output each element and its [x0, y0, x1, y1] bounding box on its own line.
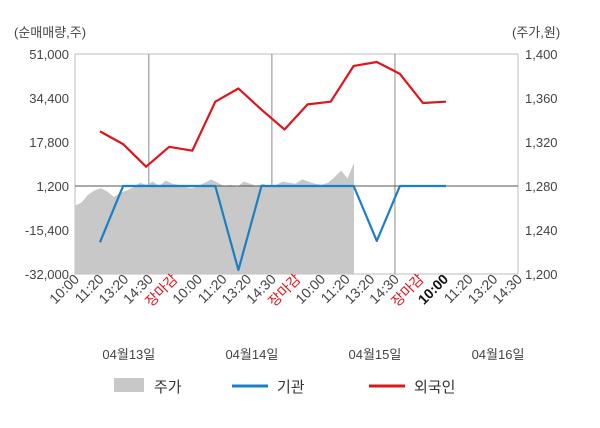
y-right-tick-label: 1,240 [525, 223, 558, 238]
y-left-tick-label: -15,400 [25, 223, 69, 238]
y-left-tick-label: 17,800 [29, 135, 69, 150]
legend-label: 외국인 [414, 379, 455, 396]
left-unit-label: (순매매량,주) [14, 25, 86, 40]
series-line-1 [98, 184, 446, 272]
plot-area: 51,000 34,400 17,800 1,200 -15,400 -32,000 1,4… [25, 47, 558, 362]
right-unit-label: (주가,원) [512, 25, 560, 40]
y-right-tick-label: 1,360 [525, 91, 558, 106]
legend-item: 주가 [114, 378, 182, 396]
day-label: 04월14일 [225, 347, 278, 362]
series-line-2 [99, 60, 447, 168]
legend: 주가 기관 외국인 [114, 378, 455, 396]
day-label: 04월15일 [349, 347, 402, 362]
day-label: 04월13일 [102, 347, 155, 362]
y-right-tick-label: 1,400 [525, 47, 558, 62]
legend-item: 외국인 [369, 379, 455, 396]
legend-swatch-box [114, 378, 144, 392]
y-left-tick-label: 51,000 [29, 47, 69, 62]
y-right-tick-label: 1,200 [525, 267, 558, 282]
y-left-tick-label: 34,400 [29, 91, 69, 106]
legend-label: 기관 [277, 379, 305, 396]
legend-label: 주가 [154, 379, 182, 396]
series-price-area [75, 162, 354, 274]
y-right-tick-label: 1,320 [525, 135, 558, 150]
day-label: 04월16일 [472, 347, 525, 362]
y-right-tick-label: 1,280 [525, 179, 558, 194]
y-left-tick-label: 1,200 [36, 179, 69, 194]
legend-item: 기관 [232, 379, 305, 396]
y-left-tick-label: -32,000 [25, 267, 69, 282]
